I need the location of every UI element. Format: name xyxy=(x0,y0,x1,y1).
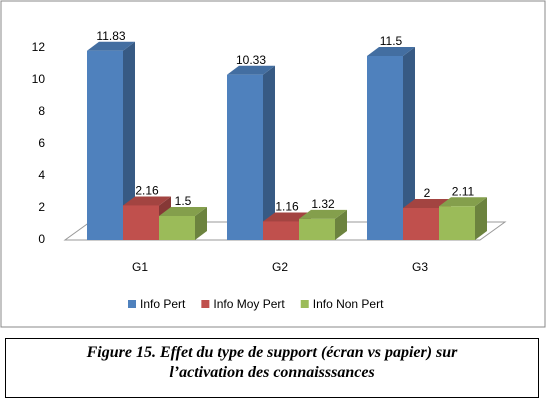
legend-label: Info Non Pert xyxy=(313,297,384,311)
value-label: 1.16 xyxy=(275,200,299,214)
x-tick-label: G2 xyxy=(272,260,288,274)
bar xyxy=(227,65,275,240)
value-label: 10.33 xyxy=(236,53,266,67)
y-tick-label: 2 xyxy=(38,200,45,214)
legend-swatch xyxy=(300,300,309,308)
bar xyxy=(439,197,487,240)
bar xyxy=(159,207,207,240)
bar-top xyxy=(299,209,347,219)
bar xyxy=(367,47,415,240)
bar-front xyxy=(123,205,159,240)
legend-swatch xyxy=(201,300,210,308)
bar-front xyxy=(263,221,299,240)
value-label: 2.11 xyxy=(452,184,475,198)
value-label: 2.16 xyxy=(135,184,159,198)
bar-top xyxy=(367,47,415,56)
value-label: 1.5 xyxy=(175,194,192,208)
bar-front xyxy=(87,50,123,240)
bar-front xyxy=(367,56,403,240)
legend-label: Info Moy Pert xyxy=(213,297,285,311)
bar-top xyxy=(403,199,451,208)
bar-front xyxy=(227,74,263,240)
value-label: 2 xyxy=(424,186,431,200)
caption: Figure 15. Effet du type de support (écr… xyxy=(5,338,539,398)
bar-top xyxy=(159,207,207,216)
bar-side xyxy=(123,41,135,240)
bar-side xyxy=(195,207,207,240)
chart: 0 2 4 6 8 10 12 G1 11.83 2.16 1.5 G2 10.33 1.16 1.32 G3… xyxy=(0,0,546,328)
y-tick-label: 10 xyxy=(32,72,46,86)
bar-top xyxy=(87,41,135,51)
y-tick-label: 4 xyxy=(38,168,45,182)
bar xyxy=(87,41,135,240)
bar-front xyxy=(439,206,475,240)
bar-top xyxy=(227,65,275,75)
bar-top xyxy=(439,197,487,207)
legend-label: Info Pert xyxy=(140,297,186,311)
x-tick-label: G3 xyxy=(412,260,428,274)
y-tick-label: 8 xyxy=(38,104,45,118)
bar xyxy=(299,209,347,240)
bar-side xyxy=(335,209,347,240)
value-label: 11.83 xyxy=(96,29,125,43)
legend-swatch xyxy=(128,300,136,308)
bar-front xyxy=(403,208,439,240)
value-label: 11.5 xyxy=(380,34,403,48)
value-label: 1.32 xyxy=(311,197,335,211)
bar-top xyxy=(123,196,171,206)
bar-side xyxy=(475,197,487,240)
y-tick-label: 12 xyxy=(32,40,46,54)
bar-front xyxy=(159,216,195,240)
x-tick-label: G1 xyxy=(132,260,148,274)
bar-front xyxy=(299,218,335,240)
y-tick-label: 0 xyxy=(38,232,45,246)
y-tick-label: 6 xyxy=(38,136,45,150)
bar-side xyxy=(263,65,275,240)
bar-side xyxy=(403,47,415,240)
